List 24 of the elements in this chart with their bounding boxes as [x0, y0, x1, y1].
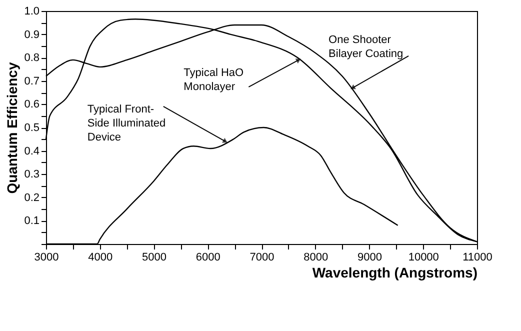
- y-tick-label: 0.4: [24, 145, 40, 158]
- y-tick-label: 0.5: [24, 122, 40, 134]
- y-tick-label: 0.2: [24, 192, 40, 204]
- x-tick-label: 8000: [304, 252, 328, 264]
- y-tick-label: 0.8: [24, 52, 40, 64]
- x-tick-label: 11000: [462, 252, 492, 264]
- y-tick-label: 0.7: [24, 75, 40, 88]
- x-tick-label: 6000: [196, 252, 220, 264]
- y-tick-label: 0.6: [24, 98, 40, 111]
- x-tick-label: 3000: [34, 252, 59, 264]
- x-tick-label: 4000: [88, 252, 113, 264]
- x-tick-label: 5000: [142, 252, 166, 264]
- x-tick-label: 9000: [358, 252, 382, 264]
- x-tick-label: 7000: [250, 252, 274, 264]
- y-tick-label: 1.0: [24, 6, 40, 18]
- annotation: One Shooter Bilayer Coating: [328, 34, 404, 60]
- x-tick-label: 10000: [408, 252, 439, 264]
- annotation: Typical HaO Monolayer: [184, 66, 244, 93]
- x-axis-title: Wavelength (Angstroms): [312, 264, 478, 280]
- annotation: Typical Front- Side Illuminated Device: [87, 103, 166, 144]
- y-tick-label: 0.9: [24, 28, 40, 41]
- y-tick-label: 0.1: [24, 215, 40, 228]
- y-tick-label: 0.3: [24, 168, 40, 181]
- y-axis-title: Quantum Efficiency: [4, 62, 20, 194]
